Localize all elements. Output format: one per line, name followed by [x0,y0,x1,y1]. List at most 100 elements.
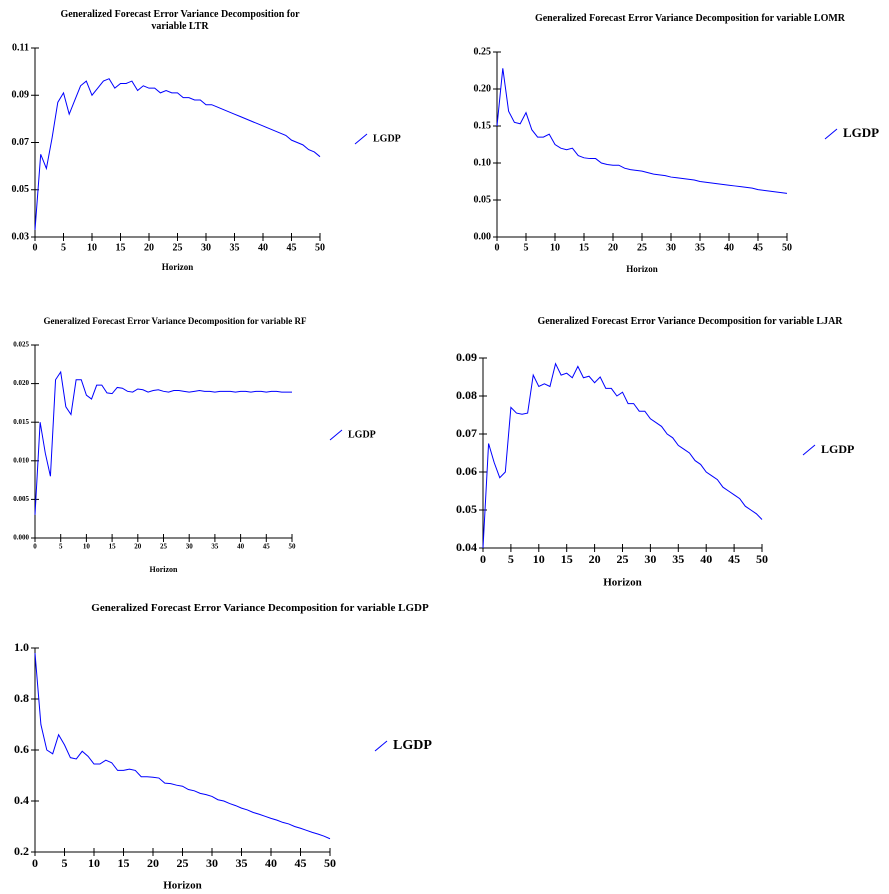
y-tick-label: 0.15 [474,120,492,131]
x-tick-label: 10 [88,856,100,870]
x-tick-label: 40 [237,543,245,551]
chart-title: Generalized Forecast Error Variance Deco… [43,316,307,326]
y-tick-label: 0.06 [456,464,477,478]
x-tick-label: 5 [508,552,514,566]
x-tick-label: 15 [561,552,573,566]
x-tick-label: 5 [62,856,68,870]
x-tick-label: 50 [782,242,792,253]
x-tick-label: 5 [59,543,63,551]
x-tick-label: 30 [666,242,676,253]
y-tick-label: 0.015 [13,418,29,426]
data-line [34,78,321,230]
legend-label: LGDP [373,133,401,144]
x-tick-label: 20 [589,552,601,566]
x-tick-label: 0 [495,242,500,253]
data-line [34,370,292,515]
x-tick-label: 30 [644,552,656,566]
y-tick-label: 0.04 [456,540,477,554]
x-tick-label: 50 [289,543,297,551]
y-tick-label: 0.025 [13,341,29,349]
x-tick-label: 20 [134,543,142,551]
y-tick-label: 0.11 [12,42,29,53]
x-axis-label: Horizon [150,565,179,574]
x-tick-label: 35 [672,552,684,566]
y-tick-label: 0.07 [456,426,477,440]
x-tick-label: 50 [324,856,336,870]
x-tick-label: 30 [186,543,194,551]
y-tick-label: 0.020 [13,379,29,387]
legend-label: LGDP [821,442,854,456]
x-tick-label: 50 [315,242,325,253]
y-tick-label: 0.000 [13,534,29,542]
x-tick-label: 35 [695,242,705,253]
x-tick-label: 45 [287,242,297,253]
x-tick-label: 40 [258,242,268,253]
x-tick-label: 25 [160,543,168,551]
y-tick-label: 0.005 [13,495,29,503]
y-tick-label: 0.4 [14,793,29,807]
x-tick-label: 40 [265,856,277,870]
y-tick-label: 0.010 [13,456,29,464]
x-axis-label: Horizon [163,880,202,892]
chart-title: Generalized Forecast Error Variance Deco… [534,13,846,24]
x-tick-label: 45 [728,552,740,566]
x-tick-label: 5 [61,242,66,253]
chart-title: Generalized Forecast Error Variance Deco… [60,9,300,32]
y-tick-label: 0.20 [474,83,492,94]
y-tick-label: 0.08 [456,388,477,402]
x-tick-label: 45 [263,543,271,551]
x-axis-label: Horizon [162,262,194,272]
y-tick-label: 0.05 [12,184,30,195]
chart-title: Generalized Forecast Error Variance Deco… [537,316,843,327]
y-tick-label: 0.10 [474,157,492,168]
x-axis-label: Horizon [626,264,658,274]
y-tick-label: 1.0 [14,640,29,654]
x-tick-label: 20 [608,242,618,253]
x-tick-label: 20 [144,242,154,253]
chart-title: Generalized Forecast Error Variance Deco… [91,602,429,614]
data-line [482,362,763,549]
y-tick-label: 0.09 [12,90,30,101]
y-tick-label: 0.05 [474,194,492,205]
x-tick-label: 50 [756,552,768,566]
x-tick-label: 10 [83,543,91,551]
x-tick-label: 10 [87,242,97,253]
y-tick-label: 0.05 [456,502,477,516]
x-axis-label: Horizon [603,577,642,589]
x-tick-label: 10 [533,552,545,566]
y-tick-label: 0.2 [14,844,29,858]
x-tick-label: 15 [116,242,126,253]
x-tick-label: 20 [147,856,159,870]
x-tick-label: 30 [201,242,211,253]
y-tick-label: 0.25 [474,46,492,57]
x-tick-label: 25 [173,242,183,253]
x-tick-label: 25 [177,856,189,870]
legend-symbol [354,133,368,145]
x-tick-label: 25 [637,242,647,253]
x-tick-label: 0 [33,242,38,253]
x-tick-label: 35 [230,242,240,253]
legend-label: LGDP [393,738,432,753]
legend-label: LGDP [348,429,376,440]
y-tick-label: 0.00 [474,231,492,242]
x-tick-label: 10 [550,242,560,253]
x-tick-label: 35 [236,856,248,870]
x-tick-label: 15 [109,543,117,551]
legend-symbol [824,128,838,140]
legend-label: LGDP [843,125,879,140]
x-tick-label: 25 [617,552,629,566]
y-tick-label: 0.03 [12,231,30,242]
x-tick-label: 45 [295,856,307,870]
x-tick-label: 30 [206,856,218,870]
legend-symbol [374,740,388,752]
y-tick-label: 0.6 [14,742,29,756]
legend-symbol [329,429,343,441]
x-tick-label: 15 [118,856,130,870]
y-tick-label: 0.07 [12,137,30,148]
x-tick-label: 0 [32,856,38,870]
x-tick-label: 40 [700,552,712,566]
x-tick-label: 40 [724,242,734,253]
y-tick-label: 0.8 [14,691,29,705]
